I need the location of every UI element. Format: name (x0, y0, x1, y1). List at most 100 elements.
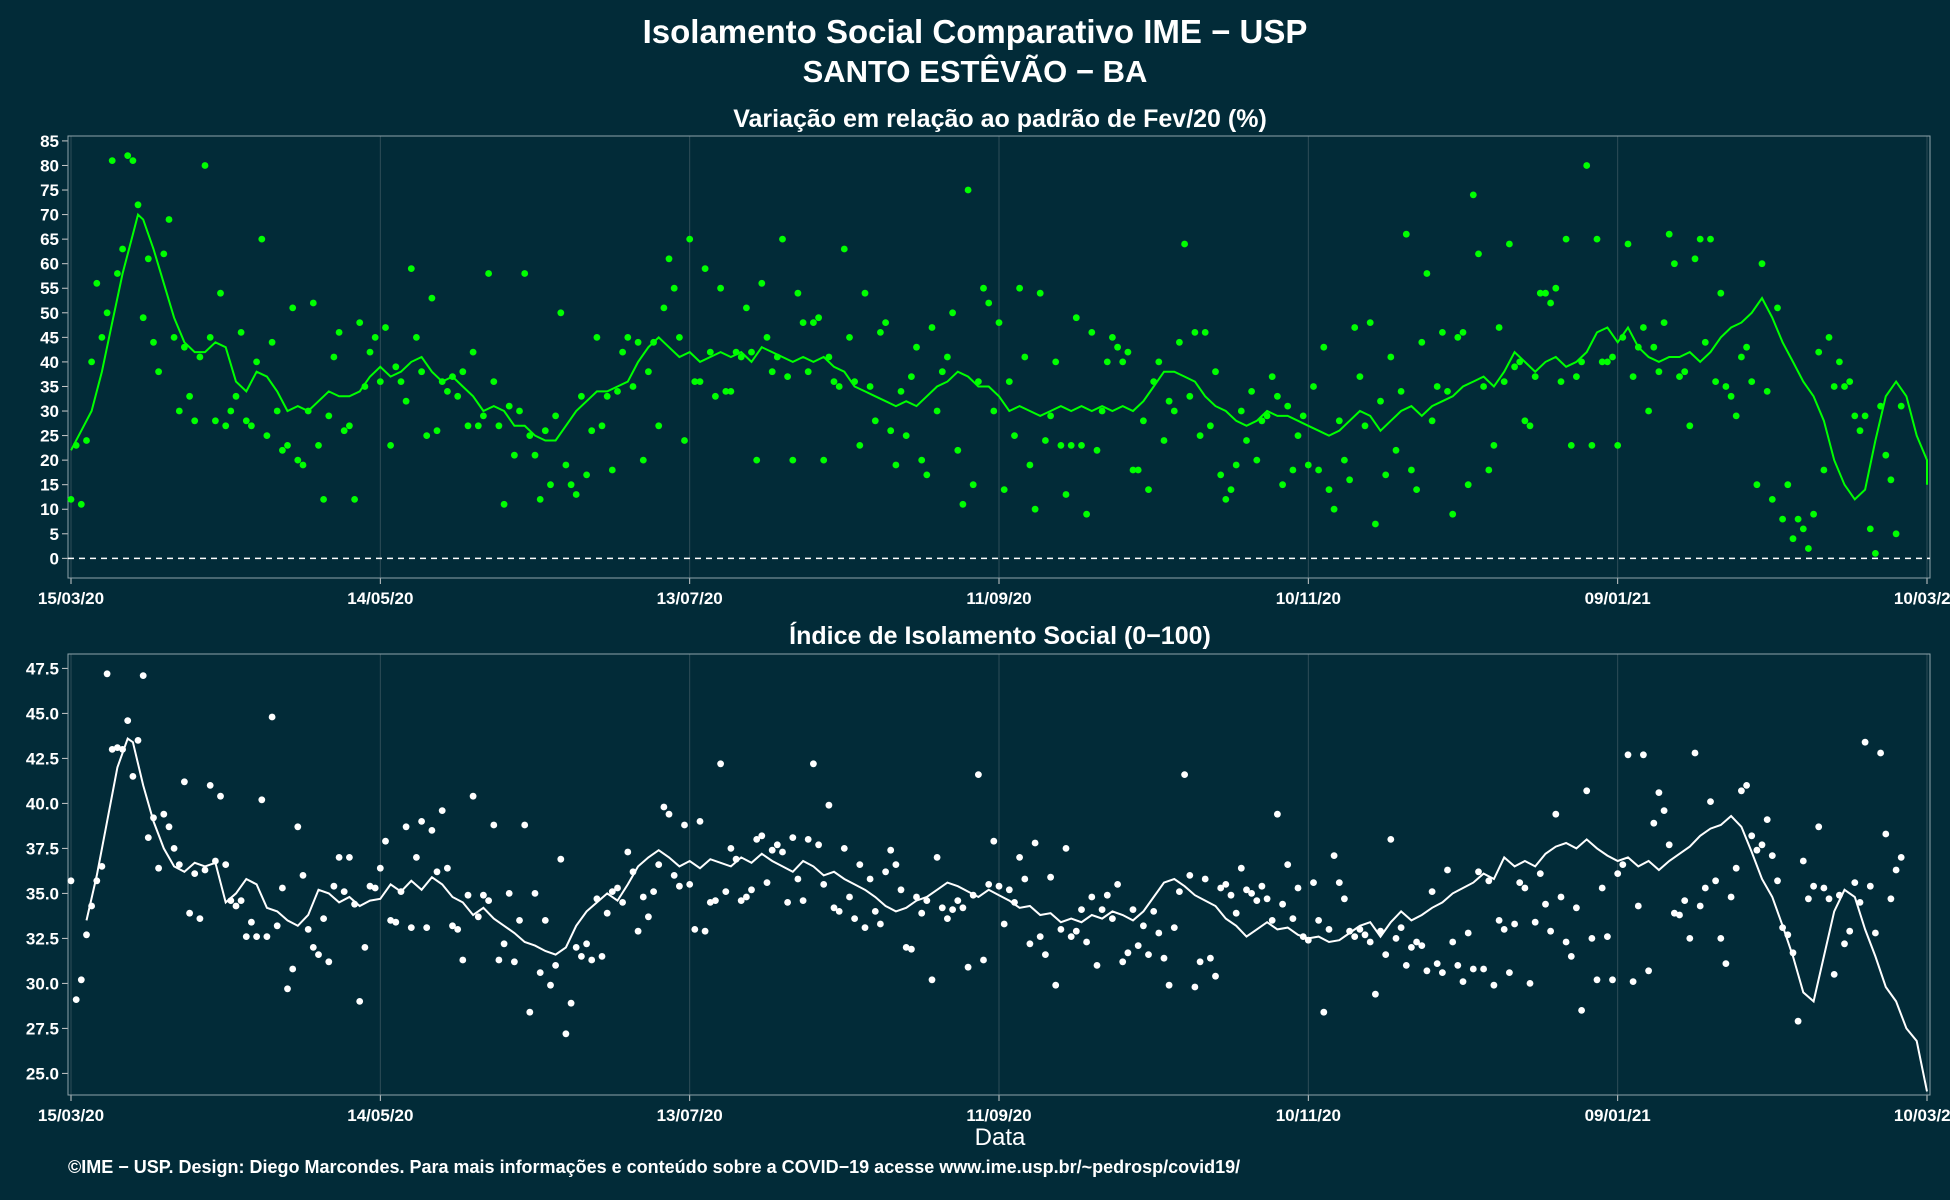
data-point (1119, 358, 1127, 366)
data-point (351, 496, 358, 503)
data-point (923, 897, 931, 904)
data-point (1134, 466, 1142, 474)
data-point (366, 348, 374, 356)
data-point (1665, 841, 1673, 849)
data-point (83, 437, 90, 444)
data-point (1640, 751, 1647, 759)
data-point (712, 392, 719, 400)
data-point (1093, 962, 1101, 969)
y-tick-label: 37.5 (26, 839, 59, 858)
data-point (144, 255, 152, 263)
data-point (552, 412, 559, 420)
data-point (1418, 338, 1426, 346)
data-point (1392, 935, 1400, 942)
y-tick-label: 32.5 (26, 929, 59, 948)
data-point (1346, 927, 1353, 935)
data-point (1841, 940, 1848, 948)
data-point (959, 904, 967, 912)
data-point (382, 324, 389, 331)
data-point (1263, 895, 1271, 903)
data-point (1258, 882, 1266, 890)
y-tick-label: 25 (40, 427, 59, 446)
data-point (1521, 884, 1529, 892)
data-point (1155, 929, 1163, 937)
data-point (392, 363, 400, 371)
data-point (309, 944, 317, 951)
x-tick-label: 10/11/20 (1276, 1106, 1341, 1125)
data-point (1098, 906, 1106, 913)
data-point (93, 279, 101, 287)
data-point (866, 383, 874, 390)
y-tick-label: 15 (40, 476, 59, 495)
data-point (1794, 515, 1802, 523)
data-point (1361, 422, 1369, 430)
data-point (804, 836, 812, 843)
data-point (428, 294, 436, 302)
bottom-panel-title: Índice de Isolamento Social (0−100) (789, 621, 1211, 650)
data-point (1805, 545, 1812, 552)
data-point (1609, 353, 1616, 361)
data-point (645, 368, 652, 376)
moving-average-line (70, 212, 1928, 501)
data-point (784, 899, 791, 906)
y-tick-label: 30 (40, 402, 59, 421)
data-point (1346, 476, 1353, 484)
data-point (1521, 417, 1529, 425)
data-point (1490, 442, 1498, 449)
data-point (804, 368, 812, 376)
data-point (691, 378, 699, 385)
data-point (1573, 904, 1580, 912)
data-point (1304, 936, 1312, 944)
data-point (175, 861, 183, 868)
data-point (1005, 886, 1013, 894)
data-point (77, 500, 85, 508)
data-point (1738, 787, 1745, 795)
data-point (820, 881, 828, 888)
data-point (856, 861, 864, 868)
y-tick-label: 27.5 (26, 1019, 59, 1038)
data-point (557, 855, 565, 863)
data-point (1671, 260, 1678, 268)
data-point (1114, 881, 1121, 888)
data-point (1145, 951, 1152, 958)
data-point (206, 782, 214, 789)
data-point (918, 456, 926, 464)
data-point (1856, 899, 1864, 906)
data-point (1542, 289, 1549, 297)
x-tick-label: 11/09/20 (966, 589, 1031, 608)
data-point (1712, 378, 1719, 385)
data-point (1485, 466, 1493, 474)
x-tick-label: 15/03/20 (38, 589, 104, 608)
data-point (614, 388, 621, 395)
data-point (1655, 368, 1663, 376)
data-point (1892, 530, 1900, 538)
data-point (119, 245, 126, 253)
data-point (990, 407, 998, 415)
data-point (1707, 235, 1714, 243)
data-point (273, 922, 281, 930)
data-point (944, 353, 951, 361)
data-point (949, 906, 956, 913)
data-point (737, 353, 745, 361)
y-tick-label: 40 (40, 353, 59, 372)
data-point (1335, 417, 1343, 425)
x-tick-label: 13/07/20 (657, 589, 723, 608)
data-point (1284, 861, 1292, 868)
data-point (959, 500, 967, 508)
data-point (1289, 466, 1297, 474)
data-point (1892, 866, 1900, 874)
data-point (242, 417, 250, 425)
data-point (366, 882, 374, 890)
data-point (330, 882, 338, 890)
data-point (227, 897, 235, 904)
data-point (1103, 891, 1111, 899)
data-point (686, 881, 694, 888)
data-point (1253, 456, 1261, 464)
data-point (263, 933, 271, 940)
data-point (1469, 191, 1477, 199)
data-point (1506, 969, 1513, 976)
data-point (1294, 884, 1302, 892)
data-point (165, 823, 173, 831)
data-point (975, 378, 982, 385)
x-tick-label: 14/05/20 (347, 1106, 413, 1125)
